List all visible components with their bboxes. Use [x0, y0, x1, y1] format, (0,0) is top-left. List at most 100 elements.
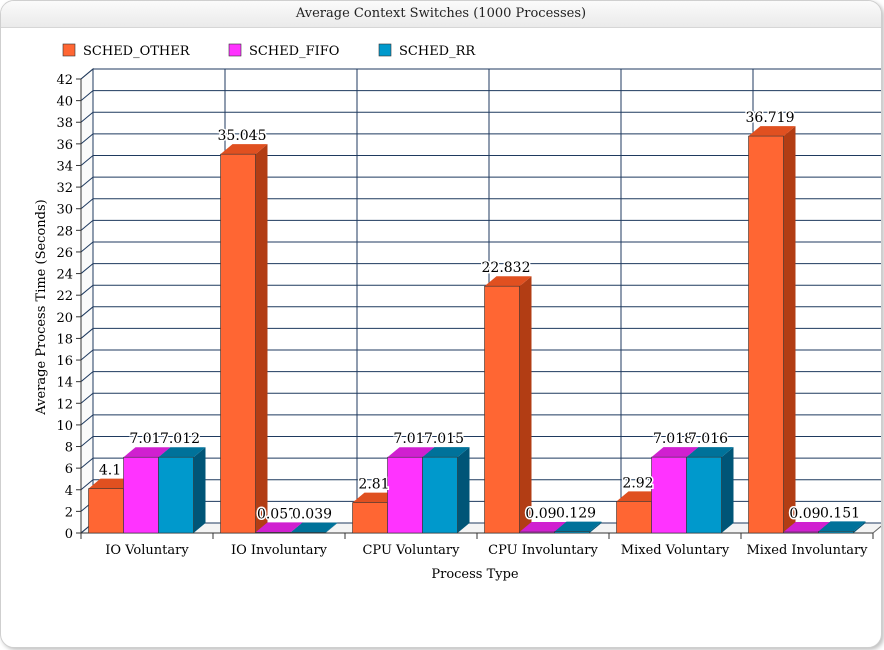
bar-sched-fifo [783, 531, 819, 534]
y-tick-label: 20 [56, 311, 73, 326]
data-label: 7.01 [393, 431, 424, 447]
y-tick-label: 24 [56, 268, 73, 283]
data-label: 7.01 [129, 431, 160, 447]
bar-sched-other-side [255, 144, 268, 533]
bar-sched-rr-top [158, 447, 206, 458]
data-label: 0.057 [257, 506, 297, 522]
data-label: 7.012 [160, 431, 200, 447]
bar-sched-fifo [651, 456, 687, 534]
x-tick-label: CPU Involuntary [488, 543, 598, 558]
y-tick-label: 16 [56, 354, 73, 369]
chart-title: Average Context Switches (1000 Processes… [1, 1, 881, 28]
bar-sched-other [748, 135, 784, 534]
x-tick-label: IO Voluntary [105, 543, 189, 558]
x-tick-label: Mixed Involuntary [746, 543, 868, 558]
x-tick-label: CPU Voluntary [362, 543, 460, 558]
bar-sched-other-top [220, 144, 268, 155]
y-gridline [80, 68, 881, 80]
bar-sched-rr [158, 456, 194, 534]
bar-sched-other [616, 501, 652, 534]
y-tick-label: 34 [56, 159, 73, 174]
y-tick-label: 0 [65, 527, 73, 542]
y-tick-label: 36 [56, 138, 73, 153]
data-label: 0.09 [525, 506, 556, 522]
y-tick-label: 28 [56, 224, 73, 239]
data-label: 4.1 [99, 463, 121, 479]
bar-sched-rr-side [325, 522, 338, 533]
y-tick-label: 32 [56, 181, 73, 196]
bar-sched-rr-side [721, 447, 734, 533]
bar-sched-rr-top [422, 447, 470, 458]
data-label: 0.129 [556, 506, 596, 522]
bar-sched-fifo [519, 531, 555, 534]
y-tick-label: 42 [56, 73, 73, 88]
y-tick-label: 8 [65, 441, 73, 456]
data-label: 35.045 [218, 128, 267, 144]
legend-swatch [62, 43, 76, 57]
bar-sched-rr-side [853, 521, 866, 533]
data-label: 7.016 [688, 431, 728, 447]
data-label: 22.832 [482, 260, 531, 276]
y-tick-label: 4 [65, 484, 73, 499]
y-tick-label: 30 [56, 203, 73, 218]
data-label: 0.151 [820, 505, 860, 521]
bar-chart: 024681012141618202224262830323436384042I… [34, 43, 881, 582]
data-label: 7.015 [424, 431, 464, 447]
y-tick-label: 38 [56, 116, 73, 131]
y-gridline [80, 90, 881, 102]
bar-sched-fifo-top [651, 447, 699, 458]
bar-sched-other [484, 285, 520, 534]
data-label: 36.719 [746, 110, 795, 126]
bar-sched-fifo-top [783, 522, 831, 533]
bar-sched-fifo-top [387, 447, 435, 458]
bar-sched-rr-top [554, 521, 602, 532]
bar-sched-rr [422, 456, 458, 534]
bar-sched-rr-side [589, 521, 602, 533]
bar-sched-rr-top [290, 522, 338, 533]
bar-sched-fifo-top [123, 447, 171, 458]
x-tick-label: IO Involuntary [231, 543, 328, 558]
bar-sched-other [88, 488, 124, 534]
legend-label: SCHED_FIFO [249, 44, 339, 59]
bar-sched-other [220, 153, 256, 534]
legend-label: SCHED_OTHER [83, 44, 191, 59]
bar-sched-rr-top [686, 447, 734, 458]
bar-sched-fifo-top [255, 522, 303, 533]
legend-label: SCHED_RR [399, 44, 476, 59]
y-tick-label: 14 [56, 376, 73, 391]
bar-sched-other-top [748, 126, 796, 137]
bar-sched-rr [818, 531, 854, 534]
bar-sched-rr-side [193, 447, 206, 533]
bar-sched-fifo [123, 456, 159, 534]
data-label: 2.81 [358, 477, 389, 493]
y-tick-label: 2 [65, 505, 73, 520]
y-tick-label: 22 [56, 289, 73, 304]
y-tick-label: 12 [56, 397, 73, 412]
data-label: 2.92 [622, 475, 653, 491]
data-label: 0.039 [292, 507, 332, 523]
x-tick-label: Mixed Voluntary [621, 543, 730, 558]
legend-swatch [228, 43, 242, 57]
y-tick-label: 18 [56, 332, 73, 347]
bar-sched-rr-top [818, 521, 866, 532]
data-label: 0.09 [789, 506, 820, 522]
bar-sched-other [352, 502, 388, 534]
y-tick-label: 10 [56, 419, 73, 434]
x-axis-title: Process Type [431, 567, 519, 582]
y-axis-title: Average Process Time (Seconds) [34, 199, 49, 415]
bar-sched-other-top [484, 276, 532, 287]
y-tick-label: 40 [56, 95, 73, 110]
bar-sched-rr [686, 456, 722, 534]
bar-sched-other-side [519, 276, 532, 533]
data-label: 7.018 [653, 431, 693, 447]
y-tick-label: 6 [65, 462, 73, 477]
bar-sched-fifo-top [519, 522, 567, 533]
bar-sched-rr-side [457, 447, 470, 533]
bar-sched-rr [554, 531, 590, 534]
y-tick-label: 26 [56, 246, 73, 261]
bar-sched-other-side [783, 126, 796, 534]
legend-swatch [378, 43, 392, 57]
bar-sched-fifo [255, 532, 291, 534]
bar-sched-fifo [387, 456, 423, 534]
